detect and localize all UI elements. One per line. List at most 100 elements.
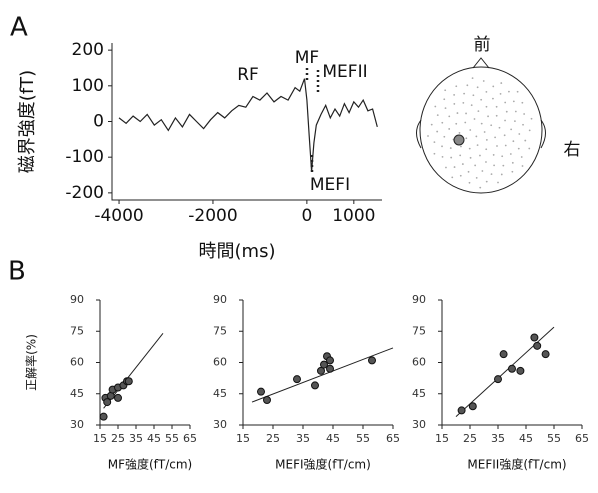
sensor-dot	[479, 186, 482, 189]
sensor-dot	[466, 84, 469, 87]
point	[320, 360, 328, 369]
sensor-dot	[494, 136, 497, 139]
x-tick-label: 65	[183, 432, 197, 445]
sensor-dot	[467, 170, 470, 173]
x-tick-label: 15	[93, 432, 107, 445]
sensor-dot	[451, 176, 454, 179]
point	[317, 366, 325, 375]
sensor-dot	[483, 131, 486, 133]
x-tick-label: 15	[435, 432, 449, 445]
sensor-dot	[500, 82, 503, 84]
sensor-dot	[456, 112, 459, 114]
sensor-dot	[453, 166, 456, 168]
sensor-dot	[453, 94, 456, 96]
x-tick-label: 25	[111, 432, 125, 445]
x-tick-label: 45	[147, 432, 161, 445]
sensor-dot	[497, 181, 499, 184]
sensor-dot	[502, 164, 505, 167]
y-axis-label: 正解率(%)	[24, 334, 39, 391]
annotation: MEFII	[322, 62, 367, 82]
sensor-dot	[430, 123, 433, 126]
x-tick-label: -2000	[188, 206, 237, 226]
sensor-dot	[504, 144, 507, 147]
y-tick-label: 45	[213, 387, 227, 400]
y-tick-label: 90	[213, 293, 227, 306]
sensor-dot	[441, 145, 443, 148]
x-tick-label: 15	[236, 432, 250, 445]
y-tick-label: 200	[72, 40, 104, 60]
sensor-dot	[465, 137, 468, 140]
sensor-dot	[501, 155, 504, 158]
point	[257, 387, 265, 396]
annotation: MEFI	[310, 175, 350, 195]
y-tick-label: -100	[65, 147, 104, 167]
sensor-dot	[455, 85, 458, 88]
sensor-dot	[469, 129, 472, 131]
sensor-dot	[463, 92, 466, 95]
x-tick-label: 65	[386, 432, 400, 445]
x-tick-label: 55	[165, 432, 179, 445]
sensor-dot	[453, 103, 456, 105]
x-axis-label: MEFI強度(fT/cm)	[275, 457, 371, 472]
sensor-dot	[461, 163, 464, 165]
y-axis-label: 磁界強度(fT)	[17, 70, 38, 173]
sensor-dot	[443, 135, 446, 138]
sensor-dot	[433, 141, 436, 144]
sensor-dot	[468, 147, 471, 150]
sensor-dot	[499, 92, 502, 95]
sensor-dot	[443, 98, 446, 101]
y-tick-label: 30	[70, 418, 84, 431]
y-tick-label: 0	[93, 112, 104, 132]
point	[124, 377, 133, 386]
sensor-dot	[492, 85, 495, 88]
sensor-dot	[485, 139, 488, 141]
point	[263, 396, 271, 404]
y-tick-label: 30	[412, 418, 426, 431]
sensor-dot	[523, 113, 526, 115]
sensor-dot	[492, 154, 495, 156]
sensor-dot	[436, 114, 439, 117]
sensor-dot	[498, 126, 501, 129]
sensor-dot	[495, 114, 498, 117]
sensor-dot	[505, 110, 508, 113]
sensor-dot	[485, 180, 488, 183]
sensor-dot	[508, 90, 510, 93]
point	[326, 364, 334, 373]
sensor-dot	[459, 154, 462, 157]
y-tick-label: 75	[412, 324, 426, 337]
y-tick-label: -200	[65, 183, 104, 203]
axis	[111, 43, 382, 201]
x-axis-label: 時間(ms)	[199, 241, 276, 262]
point	[499, 350, 508, 359]
axis	[99, 300, 190, 426]
y-tick-label: 45	[412, 387, 426, 400]
sensor-dot	[448, 115, 451, 118]
point	[541, 350, 550, 359]
y-tick-label: 90	[412, 293, 426, 306]
sensor-dot	[427, 135, 429, 137]
sensor-dot	[528, 129, 531, 132]
sensor-dot	[521, 101, 524, 104]
sensor-dot	[512, 100, 515, 103]
sensor-dot	[464, 121, 467, 124]
sensor-dot	[444, 89, 447, 92]
sensor-dot	[511, 161, 514, 164]
sensor-dot	[493, 164, 495, 167]
y-tick-label: 75	[70, 324, 84, 337]
sensor-dot	[503, 134, 506, 137]
sensor-dot	[482, 80, 485, 82]
sensor-dot	[473, 118, 476, 120]
head-label: 右	[564, 140, 581, 160]
sensor-dot	[433, 152, 436, 155]
sensor-dot	[528, 147, 531, 150]
sensor-dot	[445, 166, 447, 169]
sensor-dot	[509, 153, 512, 155]
head-label: 前	[474, 35, 491, 55]
sensor-dot	[504, 101, 507, 104]
sensor-dot	[481, 170, 484, 172]
sensor-dot	[490, 124, 493, 127]
x-tick-label: -4000	[94, 206, 143, 226]
sensor-dot	[485, 90, 488, 93]
x-tick-label: 25	[266, 432, 280, 445]
point	[368, 356, 376, 365]
